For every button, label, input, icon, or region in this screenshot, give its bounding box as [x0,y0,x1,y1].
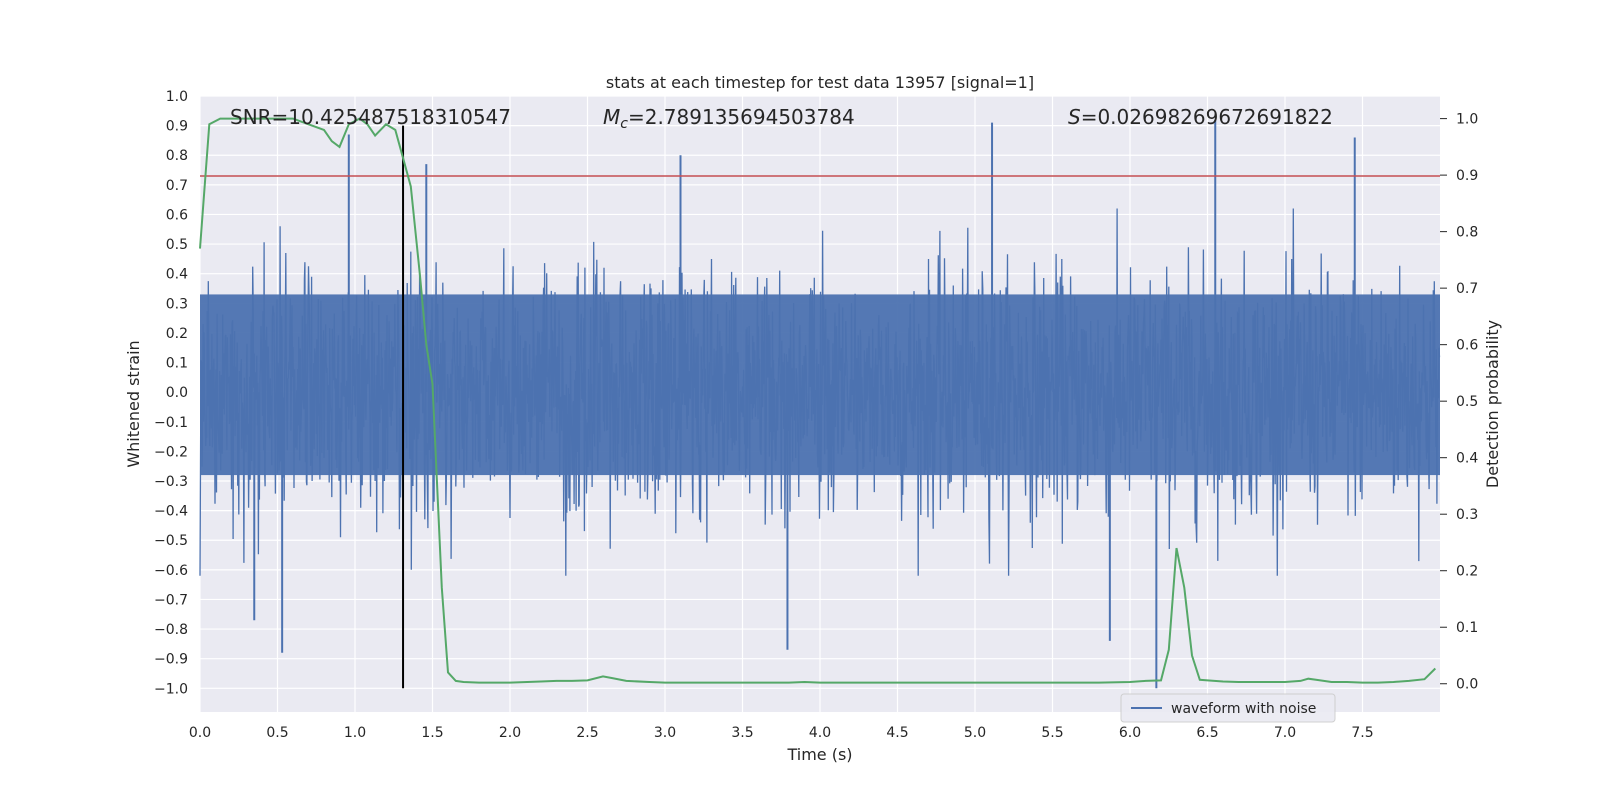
y-tick-label-right: 0.7 [1456,281,1478,297]
y-tick-label-left: 0.4 [166,267,188,283]
y-tick-label-right: 1.0 [1456,112,1478,128]
y-axis-label-left: Whitened strain [124,340,143,467]
s-annotation: S=0.02698269672691822 [1068,105,1333,129]
chirp-mass-subscript: c [620,116,628,132]
y-tick-label-left: −0.3 [154,474,188,490]
snr-annotation: SNR=10.425487518310547 [230,105,511,129]
y-tick-label-right: 0.1 [1456,620,1478,636]
y-tick-label-left: 0.3 [166,296,188,312]
s-symbol: S [1068,105,1081,129]
x-tick-label: 3.5 [731,725,753,741]
x-axis-label: Time (s) [786,745,852,764]
y-tick-label-left: 0.2 [166,326,188,342]
y-tick-label-right: 0.8 [1456,225,1478,241]
y-tick-label-left: −0.1 [154,415,188,431]
y-tick-label-left: 0.9 [166,119,188,135]
y-tick-label-right: 0.3 [1456,507,1478,523]
y-tick-label-right: 0.9 [1456,168,1478,184]
y-tick-label-left: 0.5 [166,237,188,253]
y-tick-label-left: 0.0 [166,385,188,401]
strain-series [199,119,1441,689]
y-tick-label-right: 0.4 [1456,451,1478,467]
x-tick-label: 1.0 [344,725,366,741]
x-tick-label: 5.0 [964,725,986,741]
y-tick-label-right: 0.0 [1456,677,1478,693]
y-tick-label-left: 1.0 [166,89,188,105]
x-tick-label: 7.0 [1274,725,1296,741]
y-tick-label-left: 0.6 [166,207,188,223]
x-tick-label: 3.0 [654,725,676,741]
s-value: =0.02698269672691822 [1081,105,1333,129]
legend: waveform with noise [1120,693,1336,723]
axis-ticks: 0.0 0.5 1.0 1.5 2.0 2.5 3.0 3.5 4.0 4.5 5.0 5.5 6.0 6… [154,89,1478,741]
x-tick-label: 0.0 [189,725,211,741]
y-tick-label-left: 0.1 [166,356,188,372]
y-tick-label-right: 0.6 [1456,338,1478,354]
x-tick-label: 6.5 [1196,725,1218,741]
y-tick-label-left: −0.5 [154,533,188,549]
x-tick-label: 2.5 [576,725,598,741]
y-tick-label-left: −0.2 [154,444,188,460]
y-tick-label-left: −0.4 [154,504,188,520]
x-tick-label: 4.0 [809,725,831,741]
detection-probability-line [199,117,1437,684]
x-tick-label: 6.0 [1119,725,1141,741]
overlay-lines [199,117,1440,689]
x-tick-label: 0.5 [266,725,288,741]
y-tick-label-right: 0.2 [1456,564,1478,580]
legend-box [1120,693,1336,723]
legend-label-waveform: waveform with noise [1171,701,1316,717]
chirp-mass-annotation: Mc=2.789135694503784 [603,105,855,132]
waveform-core-band [200,294,1440,476]
x-tick-label: 4.5 [886,725,908,741]
x-tick-label: 5.5 [1041,725,1063,741]
y-tick-label-left: −0.9 [154,652,188,668]
y-tick-label-right: 0.5 [1456,394,1478,410]
chirp-mass-symbol: M [603,105,620,129]
x-tick-label: 7.5 [1351,725,1373,741]
y-tick-label-left: 0.8 [166,148,188,164]
y-tick-label-left: −1.0 [154,681,188,697]
y-tick-label-left: 0.7 [166,178,188,194]
y-tick-label-left: −0.7 [154,592,188,608]
x-tick-label: 1.5 [421,725,443,741]
x-tick-label: 2.0 [499,725,521,741]
chirp-mass-value: =2.789135694503784 [628,105,855,129]
y-axis-label-right: Detection probability [1483,320,1502,488]
y-tick-label-left: −0.8 [154,622,188,638]
chart-title: stats at each timestep for test data 139… [606,73,1034,92]
y-tick-label-left: −0.6 [154,563,188,579]
